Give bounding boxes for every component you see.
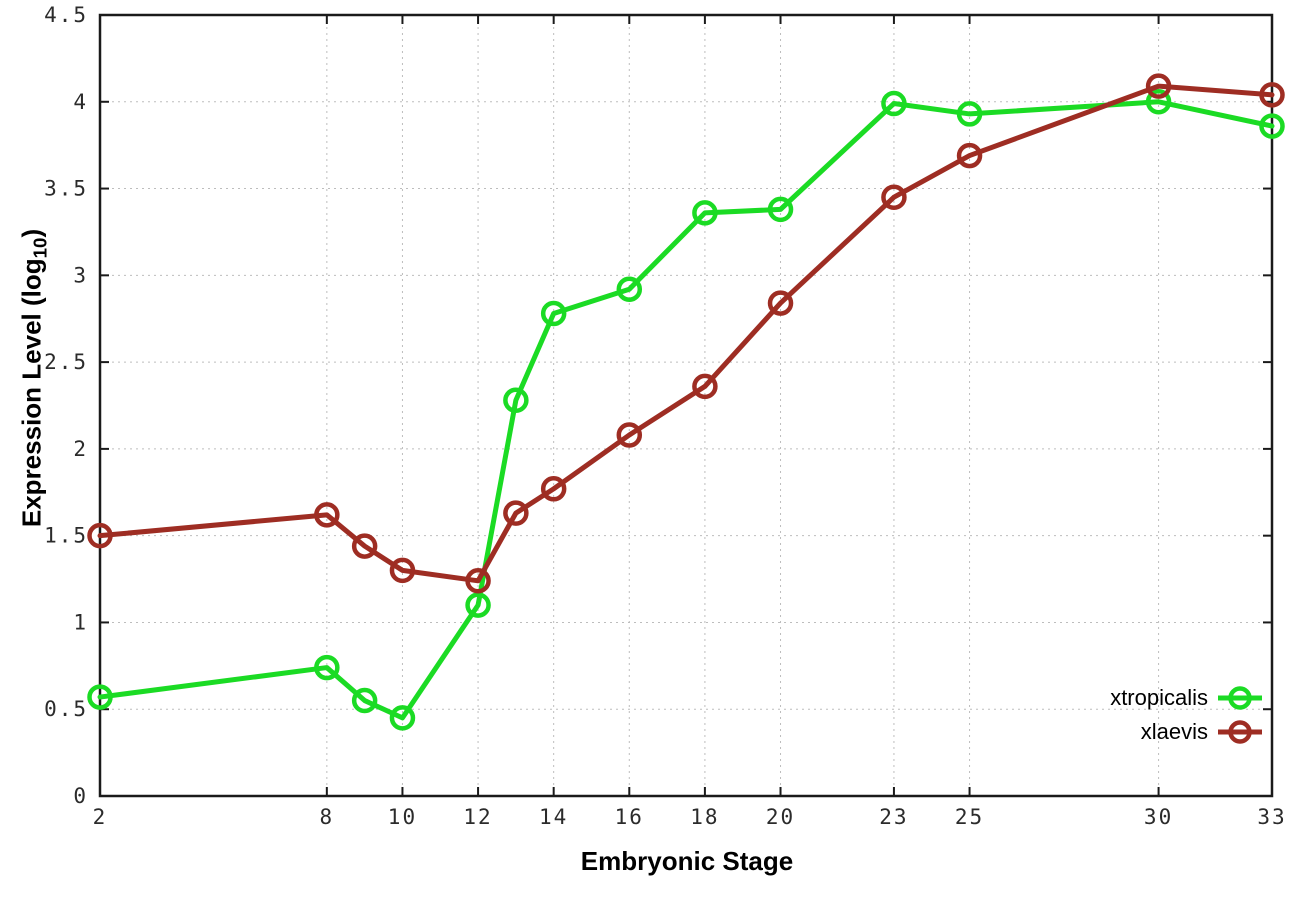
data-point-xtropicalis (956, 101, 983, 127)
data-point-xlaevis (767, 290, 794, 316)
line-circle-marker-icon (1218, 686, 1262, 710)
data-point-xtropicalis (1145, 89, 1172, 115)
x-tick-label: 25 (955, 805, 984, 829)
x-tick-label: 33 (1257, 805, 1286, 829)
data-point-xlaevis (616, 422, 643, 448)
data-point-xtropicalis (389, 705, 416, 731)
legend-label: xtropicalis (1110, 685, 1208, 710)
data-point-xlaevis (314, 502, 340, 528)
y-tick-label: 1 (73, 610, 88, 634)
data-point-xtropicalis (1259, 113, 1285, 139)
data-point-xtropicalis (314, 654, 340, 681)
data-point-xlaevis (1145, 73, 1172, 99)
data-point-xtropicalis (881, 90, 907, 117)
data-point-xlaevis (465, 568, 491, 594)
data-point-xtropicalis (351, 687, 378, 714)
y-tick-label: 0.5 (44, 697, 88, 721)
data-point-xtropicalis (767, 196, 794, 223)
data-point-xlaevis (351, 533, 378, 559)
y-tick-label: 3 (73, 263, 88, 287)
data-point-xlaevis (956, 142, 983, 169)
legend-item-xtropicalis: xtropicalis (1110, 681, 1262, 715)
y-tick-label: 4 (73, 90, 88, 114)
plot-border (98, 13, 1274, 798)
x-tick-label: 12 (463, 805, 492, 829)
data-point-xlaevis (692, 373, 718, 400)
y-tick-label: 3.5 (44, 177, 88, 201)
series-line-xlaevis (97, 83, 1275, 584)
data-point-xlaevis (1259, 82, 1285, 108)
data-point-xtropicalis (692, 200, 718, 226)
x-tick-label: 14 (539, 805, 568, 829)
legend: xtropicalis xlaevis (1110, 681, 1262, 749)
x-tick-label: 16 (615, 805, 644, 829)
x-tick-label: 8 (320, 805, 335, 829)
x-tick-label: 30 (1144, 805, 1173, 829)
y-tick-label: 1.5 (44, 524, 88, 548)
x-tick-label: 2 (93, 805, 108, 829)
x-tick-label: 20 (766, 805, 795, 829)
y-tick-label: 2 (73, 437, 88, 461)
series-line-xtropicalis (97, 99, 1275, 721)
data-point-xtropicalis (465, 592, 491, 618)
legend-label: xlaevis (1140, 719, 1208, 744)
data-point-xtropicalis (87, 684, 113, 710)
data-point-xtropicalis (503, 387, 529, 414)
y-tick-label: 2.5 (44, 350, 88, 374)
x-axis-title: Embryonic Stage (580, 846, 794, 876)
legend-item-xlaevis: xlaevis (1141, 715, 1262, 749)
x-tick-label: 10 (388, 805, 417, 829)
data-point-xtropicalis (616, 276, 643, 302)
data-point-xlaevis (389, 557, 416, 584)
x-tick-label: 18 (690, 805, 719, 829)
data-point-xlaevis (881, 184, 907, 210)
data-point-xlaevis (503, 500, 529, 526)
y-tick-label: 4.5 (44, 3, 88, 27)
data-point-xtropicalis (540, 300, 567, 327)
data-point-xlaevis (87, 522, 113, 549)
data-point-xlaevis (540, 476, 567, 502)
y-tick-label: 0 (73, 784, 88, 808)
line-circle-marker-icon (1218, 720, 1262, 744)
x-tick-label: 23 (879, 805, 908, 829)
